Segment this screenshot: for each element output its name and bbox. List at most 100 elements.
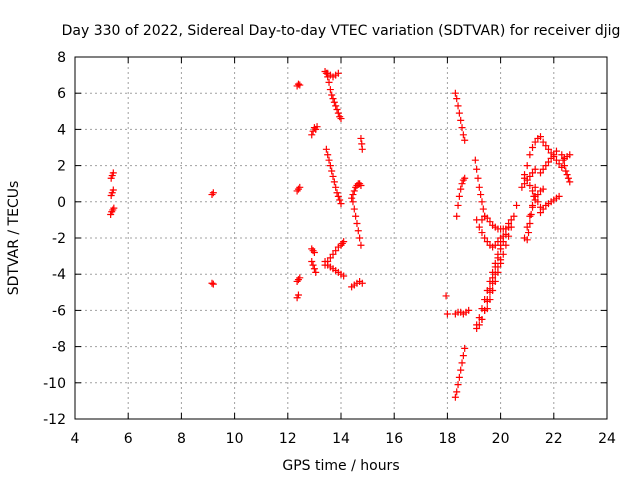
data-point (461, 344, 469, 352)
series-arc-13.7-bottom (321, 258, 348, 280)
data-point (531, 138, 539, 146)
series-arc-19.5-curl (473, 216, 505, 251)
data-point (478, 315, 486, 323)
data-point (473, 216, 481, 224)
data-point (525, 229, 533, 237)
data-point (477, 191, 485, 199)
data-point (348, 194, 356, 202)
series-arc-5.4a (107, 169, 117, 182)
data-point (497, 245, 505, 253)
data-point (526, 172, 534, 180)
data-point (338, 239, 346, 247)
data-point (294, 185, 302, 193)
series-arc-18.4-upper (451, 89, 469, 144)
data-point (529, 144, 537, 151)
data-point (322, 145, 330, 153)
y-tick-label: -2 (52, 231, 66, 247)
series-arc-13.0a (308, 123, 321, 139)
data-point (526, 151, 534, 159)
data-point (296, 81, 304, 89)
y-tick-label: 8 (57, 50, 66, 66)
data-point (334, 192, 342, 200)
series-arc-12.4d (293, 291, 302, 302)
data-point (562, 167, 570, 175)
data-point (459, 352, 467, 360)
x-tick-label: 18 (438, 431, 456, 447)
data-point (563, 171, 571, 179)
data-point (357, 182, 365, 190)
data-point (542, 142, 550, 150)
data-point (109, 186, 117, 194)
data-point (494, 268, 502, 276)
data-point (457, 366, 465, 374)
data-point (523, 162, 531, 170)
data-point (453, 212, 461, 220)
data-point (475, 183, 483, 191)
data-point (521, 180, 529, 188)
data-point (109, 169, 117, 177)
data-point (542, 162, 550, 170)
data-point (326, 254, 334, 262)
data-point (486, 296, 494, 304)
data-point (475, 321, 483, 329)
data-point (502, 241, 510, 249)
series-arc-13.7-top (324, 69, 342, 81)
data-point (356, 234, 364, 242)
data-point (455, 109, 463, 117)
data-point (539, 185, 547, 193)
data-point (564, 174, 572, 182)
series-arc-18.4-deep (451, 344, 469, 401)
data-point (310, 265, 318, 273)
data-point (332, 183, 340, 191)
data-point (555, 160, 563, 168)
data-point (308, 131, 316, 139)
data-point (358, 145, 366, 153)
data-point (296, 183, 304, 191)
data-point (357, 134, 365, 142)
axis-ticks (74, 56, 608, 420)
series-arc-21.8-low (537, 192, 563, 217)
data-point (454, 201, 462, 209)
data-point (559, 156, 567, 164)
x-tick-label: 20 (492, 431, 510, 447)
data-point (453, 388, 461, 396)
series-arc-12.4a (293, 80, 304, 90)
data-point (531, 183, 539, 191)
data-point (526, 212, 534, 220)
data-point (333, 105, 341, 113)
series-arc-14.5-fall (349, 198, 365, 249)
chart-title: Day 330 of 2022, Sidereal Day-to-day VTE… (62, 23, 621, 39)
series-arc-18.4-mid (453, 174, 469, 220)
data-point (552, 147, 560, 155)
data-point (523, 223, 531, 231)
data-point (529, 187, 537, 195)
data-point (483, 238, 491, 246)
data-point (357, 241, 365, 249)
data-point (332, 247, 340, 255)
data-point (537, 209, 544, 217)
data-point (518, 183, 526, 191)
data-point (474, 174, 482, 182)
data-point (566, 151, 574, 159)
data-point (336, 113, 344, 121)
series-arc-14.5-bottom (348, 277, 366, 291)
series-arc-21.3-left (523, 183, 539, 244)
data-point (459, 176, 467, 184)
y-tick-label: 6 (57, 86, 66, 102)
data-point (461, 174, 469, 182)
data-point (537, 169, 544, 177)
series-arc-12.4b (293, 183, 304, 195)
y-tick-label: 0 (57, 195, 66, 211)
data-point (507, 216, 515, 224)
data-point (471, 156, 479, 164)
data-point (555, 192, 563, 200)
data-point (328, 91, 336, 99)
data-point (537, 133, 544, 141)
data-point (473, 165, 481, 173)
series-arc-19.2-upper (471, 156, 489, 220)
series-arc-5.4c (107, 204, 118, 218)
series-arc-18.0 (442, 292, 451, 318)
data-point (349, 198, 357, 206)
data-point (483, 214, 491, 222)
series-arc-13.0c (308, 258, 320, 276)
